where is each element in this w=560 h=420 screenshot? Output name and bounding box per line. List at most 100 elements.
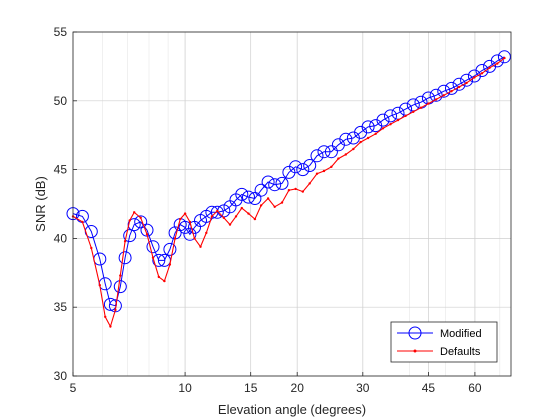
y-axis-title: SNR (dB) <box>33 176 48 232</box>
data-point <box>308 182 311 185</box>
data-point <box>113 280 127 294</box>
series-layer <box>66 50 511 328</box>
x-tick-label: 30 <box>356 381 370 395</box>
data-point <box>497 50 511 64</box>
data-point <box>427 102 430 105</box>
data-point <box>261 175 275 189</box>
legend-modified-label: Modified <box>440 328 482 340</box>
data-point <box>280 201 284 204</box>
data-point <box>301 190 304 193</box>
y-tick-label: 50 <box>54 94 68 108</box>
data-point <box>465 81 468 85</box>
data-point <box>253 217 257 221</box>
data-point <box>457 85 461 89</box>
data-point <box>173 237 177 240</box>
data-point <box>235 187 249 201</box>
x-tick-label: 60 <box>468 381 482 395</box>
data-point <box>352 147 355 151</box>
data-point <box>163 242 177 256</box>
data-point <box>359 140 362 144</box>
data-point <box>248 192 262 205</box>
data-point <box>339 132 353 146</box>
data-point <box>242 190 255 204</box>
data-point <box>473 76 476 79</box>
data-point <box>434 98 438 101</box>
data-point <box>275 176 289 190</box>
data-point <box>303 159 317 172</box>
data-point <box>310 149 324 163</box>
data-point <box>123 229 137 243</box>
data-point <box>488 66 491 70</box>
data-point <box>496 62 499 65</box>
legend-defaults-marker <box>413 349 417 353</box>
y-tick-label: 40 <box>54 231 68 245</box>
data-point <box>205 231 208 235</box>
data-point <box>381 127 385 130</box>
plot-frame <box>72 31 512 377</box>
axis-ticks: 5 10 15 20 30 45 60 30 35 40 45 50 55 <box>54 25 482 395</box>
data-point <box>199 245 202 248</box>
data-point <box>384 109 397 123</box>
data-point <box>134 215 148 229</box>
y-tick-label: 35 <box>54 300 68 314</box>
data-point <box>289 160 303 174</box>
data-point <box>259 204 263 207</box>
data-point <box>254 183 268 197</box>
y-tick-label: 55 <box>54 25 68 39</box>
data-point <box>183 227 197 241</box>
data-point <box>322 169 326 173</box>
data-point <box>240 206 243 210</box>
data-point <box>127 218 141 232</box>
series-line <box>72 57 505 328</box>
data-point <box>168 263 172 266</box>
data-point <box>429 88 443 102</box>
data-point <box>330 165 333 168</box>
legend: Modified Defaults <box>390 321 498 363</box>
data-point <box>460 73 474 87</box>
data-point <box>490 54 504 68</box>
data-point <box>337 157 340 160</box>
data-point <box>114 308 117 312</box>
data-point <box>475 64 489 77</box>
data-point <box>179 217 182 221</box>
data-point <box>376 113 390 127</box>
data-point <box>294 187 297 191</box>
data-point <box>188 220 192 224</box>
data-point <box>90 246 93 250</box>
data-point <box>123 240 127 243</box>
data-point <box>118 251 132 265</box>
x-tick-label: 20 <box>291 381 305 395</box>
data-point <box>98 284 102 287</box>
data-point <box>81 220 84 224</box>
data-point <box>389 123 392 126</box>
data-point <box>287 189 291 192</box>
data-point <box>133 211 136 214</box>
legend-box <box>390 321 498 363</box>
data-point <box>193 237 196 240</box>
data-point <box>163 279 166 283</box>
x-axis-title: Elevation angle (degrees) <box>218 402 366 417</box>
data-point <box>315 172 319 175</box>
legend-modified-marker <box>408 326 422 340</box>
data-point <box>151 256 155 259</box>
data-point <box>396 118 400 122</box>
data-point <box>503 56 506 60</box>
x-tick-label: 10 <box>178 381 192 395</box>
data-point <box>216 209 219 213</box>
data-point <box>450 90 453 93</box>
data-point <box>366 136 370 140</box>
data-point <box>361 120 375 134</box>
x-tick-label: 15 <box>244 381 258 395</box>
data-point <box>480 72 484 75</box>
data-point <box>222 216 225 219</box>
y-tick-label: 45 <box>54 163 68 177</box>
y-tick-label: 30 <box>54 369 68 383</box>
data-point <box>104 315 107 318</box>
data-point <box>128 219 131 222</box>
data-point <box>442 94 445 97</box>
data-point <box>210 205 224 219</box>
data-point <box>412 110 415 114</box>
x-tick-label: 45 <box>422 381 436 395</box>
data-point <box>324 145 338 159</box>
